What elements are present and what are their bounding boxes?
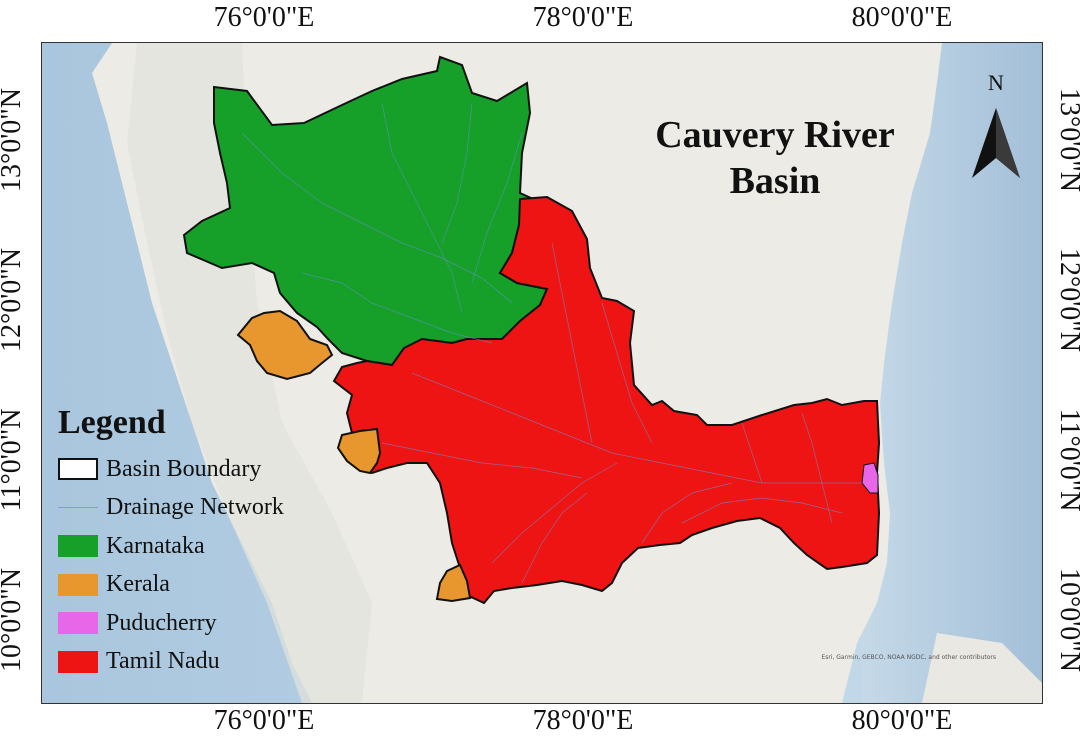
map-title-line1: Cauvery River xyxy=(655,114,895,156)
karnataka-swatch xyxy=(58,535,98,558)
left-coord-11n: 11°0'0"N xyxy=(0,408,27,512)
legend-title: Legend xyxy=(58,404,166,441)
legend-item-karnataka: Karnataka xyxy=(58,527,358,566)
north-label: N xyxy=(988,70,1004,95)
tamil-nadu-swatch xyxy=(58,650,98,673)
map-attribution: Esri, Garmin, GEBCO, NOAA NGDC, and othe… xyxy=(821,654,996,661)
map-canvas xyxy=(42,43,1042,703)
bottom-coord-80e: 80°0'0"E xyxy=(851,705,953,736)
right-coord-11n: 11°0'0"N xyxy=(1054,408,1082,512)
legend-label: Tamil Nadu xyxy=(106,648,220,675)
left-coord-10n: 10°0'0"N xyxy=(0,568,27,672)
bottom-coord-78e: 78°0'0"E xyxy=(532,705,634,736)
drainage-network xyxy=(241,102,862,584)
top-coord-76e: 76°0'0"E xyxy=(213,2,315,33)
kerala-region-north xyxy=(236,309,334,381)
map-title-line2: Basin xyxy=(729,160,821,202)
kerala-region-south xyxy=(435,563,472,603)
legend-label: Kerala xyxy=(106,571,170,598)
top-coord-80e: 80°0'0"E xyxy=(851,2,953,33)
legend-label: Puducherry xyxy=(106,609,217,636)
left-coord-13n: 13°0'0"N xyxy=(0,88,27,192)
legend-label: Karnataka xyxy=(106,532,205,559)
western-ghats-relief xyxy=(127,43,372,703)
legend-item-tamil-nadu: Tamil Nadu xyxy=(58,643,358,682)
right-coord-13n: 13°0'0"N xyxy=(1054,88,1082,192)
map-title: Cauvery River Basin xyxy=(600,112,950,204)
right-coord-12n: 12°0'0"N xyxy=(1054,248,1082,352)
north-arrow-icon xyxy=(972,108,1020,178)
map-panel: Esri, Garmin, GEBCO, NOAA NGDC, and othe… xyxy=(41,42,1043,704)
tamil-nadu-region xyxy=(332,195,881,605)
drainage-network-swatch xyxy=(58,497,98,519)
puducherry-swatch xyxy=(58,612,98,635)
legend-item-drainage-network: Drainage Network xyxy=(58,489,358,528)
bottom-coord-76e: 76°0'0"E xyxy=(213,705,315,736)
kerala-swatch xyxy=(58,573,98,596)
legend-label: Drainage Network xyxy=(106,494,284,521)
basin-boundary-swatch xyxy=(58,458,98,481)
legend-label: Basin Boundary xyxy=(106,455,262,482)
legend-item-basin-boundary: Basin Boundary xyxy=(58,450,358,489)
legend-item-kerala: Kerala xyxy=(58,566,358,605)
legend: Legend Basin Boundary Drainage Network K… xyxy=(58,404,358,681)
left-coord-12n: 12°0'0"N xyxy=(0,248,27,352)
kerala-region-central xyxy=(336,427,382,475)
right-coord-10n: 10°0'0"N xyxy=(1054,568,1082,672)
north-arrow: N xyxy=(966,70,1026,185)
legend-item-puducherry: Puducherry xyxy=(58,604,358,643)
top-coord-78e: 78°0'0"E xyxy=(532,2,634,33)
sri-lanka-coast xyxy=(922,633,1042,703)
